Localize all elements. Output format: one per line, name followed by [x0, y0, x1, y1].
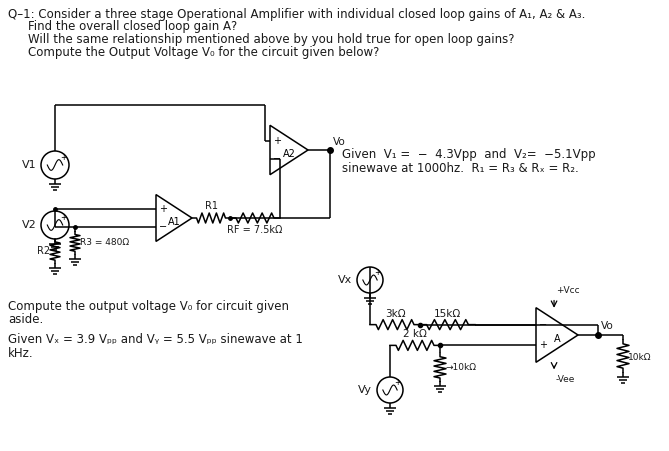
- Text: kHz.: kHz.: [8, 347, 33, 360]
- Text: A1: A1: [168, 216, 181, 226]
- Text: sinewave at 1000hz.  R₁ = R₃ & Rₓ = R₂.: sinewave at 1000hz. R₁ = R₃ & Rₓ = R₂.: [342, 162, 579, 175]
- Text: 15kΩ: 15kΩ: [434, 308, 461, 318]
- Text: 3kΩ: 3kΩ: [385, 308, 405, 318]
- Text: aside.: aside.: [8, 313, 43, 326]
- Text: V2: V2: [22, 220, 37, 230]
- Text: −: −: [273, 154, 281, 164]
- Text: 10kΩ: 10kΩ: [628, 353, 652, 362]
- Text: +: +: [60, 213, 67, 222]
- Text: 2 kΩ: 2 kΩ: [403, 329, 427, 339]
- Text: Given Vₓ = 3.9 Vₚₚ and Vᵧ = 5.5 Vₚₚ sinewave at 1: Given Vₓ = 3.9 Vₚₚ and Vᵧ = 5.5 Vₚₚ sine…: [8, 333, 303, 346]
- Text: R3 = 480Ω: R3 = 480Ω: [80, 239, 129, 248]
- Text: −: −: [539, 320, 547, 330]
- Text: R1: R1: [205, 201, 217, 211]
- Text: Given  V₁ =  −  4.3Vpp  and  V₂=  −5.1Vpp: Given V₁ = − 4.3Vpp and V₂= −5.1Vpp: [342, 148, 595, 161]
- Text: A2: A2: [282, 149, 296, 159]
- Text: Compute the output voltage V₀ for circuit given: Compute the output voltage V₀ for circui…: [8, 300, 289, 313]
- Text: Vo: Vo: [601, 321, 613, 331]
- Text: +: +: [159, 204, 167, 214]
- Text: +: +: [375, 268, 381, 277]
- Text: +: +: [273, 136, 281, 146]
- Text: R2: R2: [37, 246, 50, 256]
- Text: +: +: [60, 153, 67, 162]
- Text: +Vcc: +Vcc: [556, 285, 579, 295]
- Text: Compute the Output Voltage V₀ for the circuit given below?: Compute the Output Voltage V₀ for the ci…: [28, 46, 379, 59]
- Text: Q–1: Consider a three stage Operational Amplifier with individual closed loop ga: Q–1: Consider a three stage Operational …: [8, 8, 585, 21]
- Text: Vo: Vo: [333, 137, 346, 147]
- Text: →10kΩ: →10kΩ: [445, 363, 476, 372]
- Text: −: −: [159, 222, 167, 232]
- Text: A: A: [554, 334, 561, 344]
- Text: Vy: Vy: [358, 385, 372, 395]
- Text: -Vee: -Vee: [556, 375, 575, 384]
- Text: Vx: Vx: [338, 275, 352, 285]
- Text: +: +: [395, 378, 401, 387]
- Text: RF = 7.5kΩ: RF = 7.5kΩ: [227, 225, 283, 235]
- Text: +: +: [539, 341, 547, 350]
- Text: V1: V1: [22, 160, 37, 170]
- Text: Find the overall closed loop gain A?: Find the overall closed loop gain A?: [28, 20, 237, 33]
- Text: Will the same relationship mentioned above by you hold true for open loop gains?: Will the same relationship mentioned abo…: [28, 33, 514, 46]
